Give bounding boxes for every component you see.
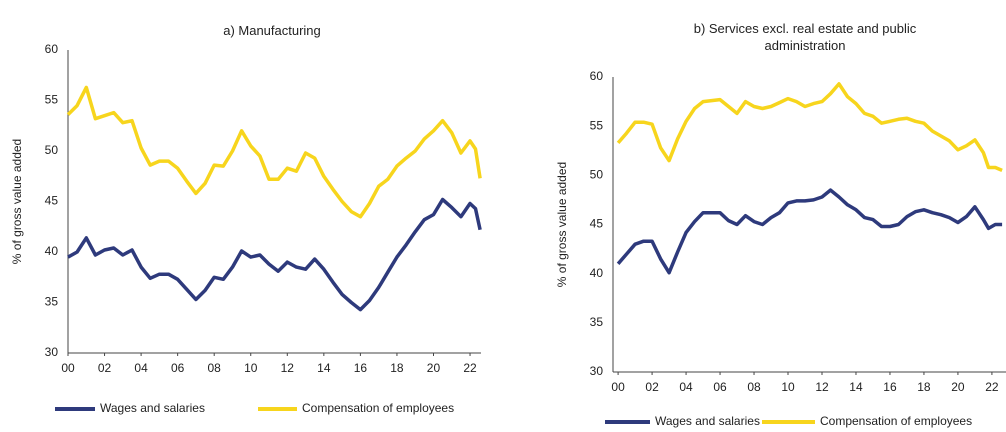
x-tick-label: 12 — [281, 361, 295, 375]
y-tick-label: 60 — [45, 42, 59, 56]
series-line — [616, 82, 1003, 173]
x-tick-label: 10 — [781, 380, 795, 394]
y-tick-label: 40 — [45, 244, 59, 258]
chart-title: b) Services excl. real estate and public… — [693, 21, 917, 53]
x-tick-label: 00 — [611, 380, 625, 394]
x-tick-label: 20 — [951, 380, 965, 394]
y-tick-label: 35 — [590, 315, 604, 329]
x-tick-label: 06 — [713, 380, 727, 394]
y-tick-label: 35 — [45, 295, 59, 309]
y-tick-label: 45 — [590, 217, 604, 231]
y-tick-label: 50 — [45, 143, 59, 157]
x-tick-label: 14 — [317, 361, 331, 375]
series-line — [67, 197, 482, 312]
legend-label: Wages and salaries — [655, 414, 760, 428]
x-tick-label: 10 — [244, 361, 258, 375]
x-tick-label: 18 — [917, 380, 931, 394]
x-tick-label: 12 — [815, 380, 829, 394]
x-tick-label: 02 — [645, 380, 659, 394]
y-tick-label: 45 — [45, 194, 59, 208]
series-line — [66, 85, 482, 219]
x-tick-label: 22 — [985, 380, 999, 394]
x-tick-label: 08 — [208, 361, 222, 375]
x-tick-label: 04 — [679, 380, 693, 394]
y-tick-label: 55 — [590, 118, 604, 132]
x-tick-label: 06 — [171, 361, 185, 375]
y-tick-label: 55 — [45, 93, 59, 107]
x-tick-label: 16 — [883, 380, 897, 394]
legend-label: Compensation of employees — [302, 401, 454, 415]
x-tick-label: 00 — [61, 361, 75, 375]
x-tick-label: 04 — [134, 361, 148, 375]
y-tick-label: 30 — [45, 345, 59, 359]
y-tick-label: 40 — [590, 266, 604, 280]
y-axis-label: % of gross value added — [10, 139, 24, 264]
y-tick-label: 30 — [590, 364, 604, 378]
x-tick-label: 22 — [463, 361, 477, 375]
y-axis-label: % of gross value added — [555, 162, 569, 287]
x-tick-label: 20 — [427, 361, 441, 375]
chart-title: a) Manufacturing — [223, 23, 321, 38]
x-tick-label: 18 — [390, 361, 404, 375]
x-tick-label: 14 — [849, 380, 863, 394]
x-tick-label: 08 — [747, 380, 761, 394]
x-tick-label: 02 — [98, 361, 112, 375]
series-line — [616, 188, 1003, 275]
legend-label: Compensation of employees — [820, 414, 972, 428]
x-tick-label: 16 — [354, 361, 368, 375]
y-tick-label: 60 — [590, 69, 604, 83]
legend-label: Wages and salaries — [100, 401, 205, 415]
y-tick-label: 50 — [590, 168, 604, 182]
